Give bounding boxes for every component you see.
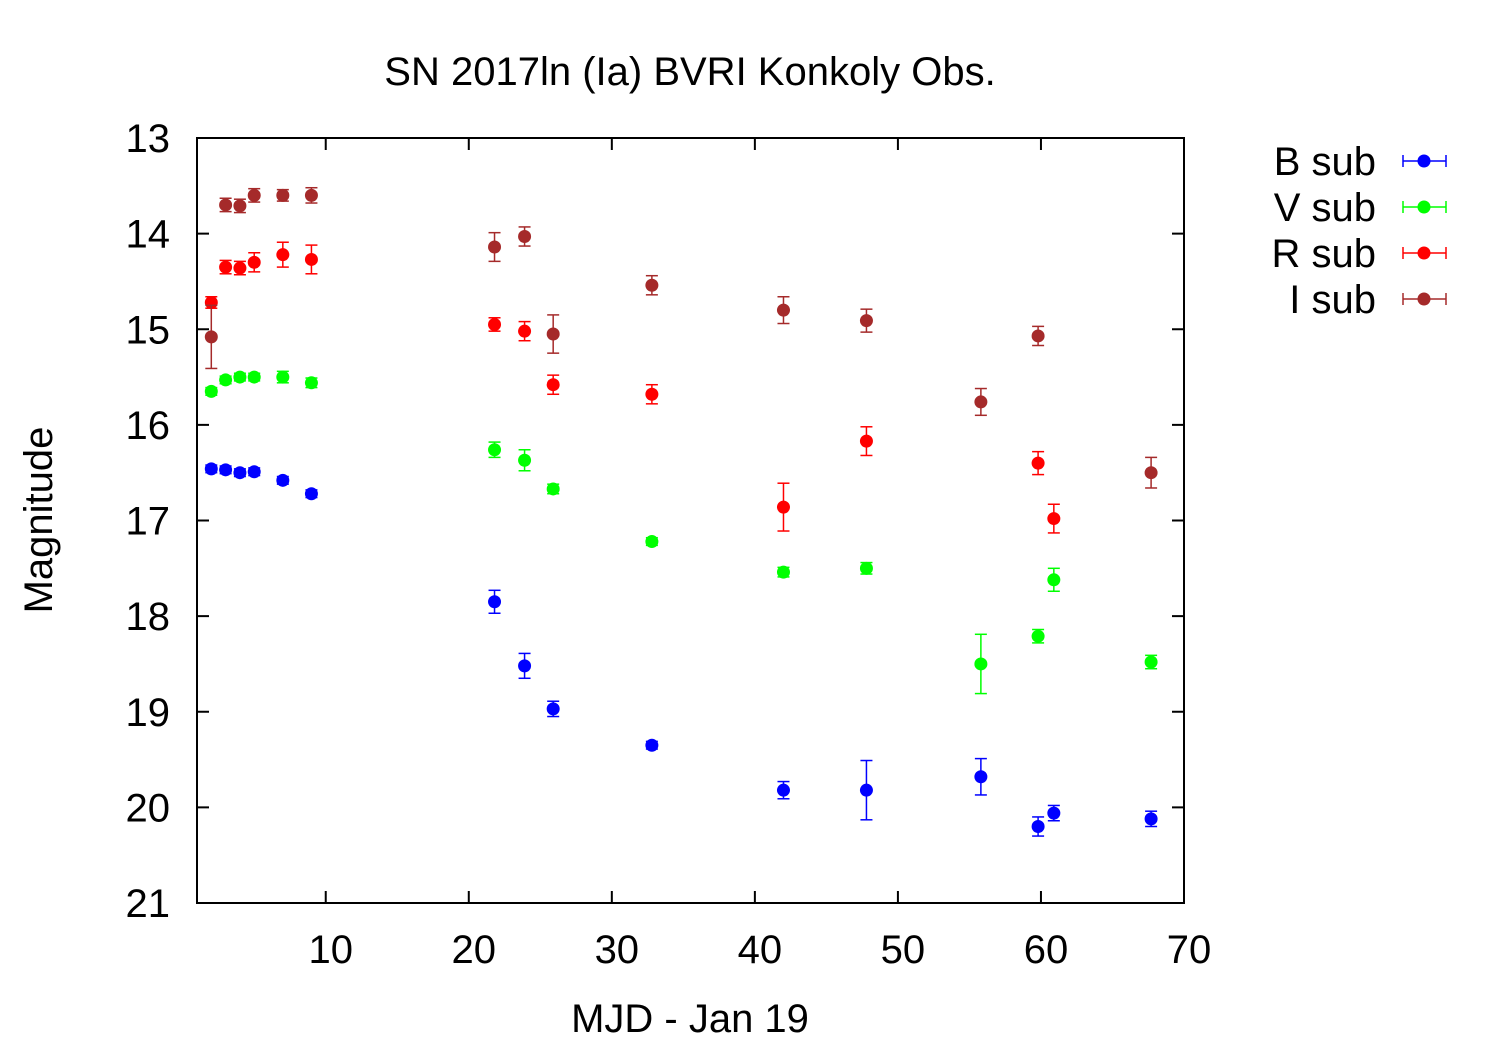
- data-point: [488, 443, 502, 457]
- data-point: [645, 535, 659, 549]
- data-point: [233, 261, 247, 275]
- data-point: [518, 659, 532, 673]
- chart-title: SN 2017ln (Ia) BVRI Konkoly Obs.: [384, 50, 995, 94]
- data-point: [219, 463, 233, 477]
- data-point: [776, 565, 790, 579]
- data-point: [233, 466, 247, 480]
- series-v-sub: [204, 370, 1158, 695]
- data-point: [1031, 456, 1045, 470]
- data-point: [645, 387, 659, 401]
- legend-label: R sub: [1272, 232, 1377, 276]
- data-point: [1047, 806, 1061, 820]
- data-point: [233, 370, 247, 384]
- data-point: [518, 453, 532, 467]
- data-point: [776, 500, 790, 514]
- legend-marker: [1417, 292, 1431, 306]
- data-point: [1047, 573, 1061, 587]
- x-tick-label: 70: [1167, 928, 1212, 972]
- axis-ticks: 10 20 30 40 50 60 70 13 14 15 16 17 18 19 20 21: [126, 117, 1212, 972]
- data-point: [219, 260, 233, 274]
- y-tick-label: 16: [126, 404, 171, 448]
- y-tick-label: 14: [126, 213, 171, 257]
- legend-marker: [1417, 154, 1431, 168]
- y-tick-label: 21: [126, 882, 171, 926]
- data-point: [304, 487, 318, 501]
- legend-marker: [1417, 246, 1431, 260]
- x-tick-label: 20: [452, 928, 497, 972]
- data-point: [233, 199, 247, 213]
- data-point: [276, 473, 290, 487]
- x-tick-label: 10: [308, 928, 353, 972]
- data-point: [974, 657, 988, 671]
- y-tick-label: 17: [126, 500, 171, 544]
- y-tick-label: 18: [126, 595, 171, 639]
- data-point: [247, 465, 261, 479]
- legend-label: V sub: [1274, 186, 1376, 230]
- y-tick-label: 13: [126, 117, 171, 161]
- data-point: [304, 188, 318, 202]
- data-point: [247, 255, 261, 269]
- y-tick-label: 19: [126, 691, 171, 735]
- x-axis-label: MJD - Jan 19: [571, 997, 809, 1041]
- data-point: [518, 324, 532, 338]
- data-point: [546, 327, 560, 341]
- data-point: [204, 330, 218, 344]
- x-tick-label: 60: [1024, 928, 1069, 972]
- legend-label: B sub: [1274, 140, 1376, 184]
- data-point: [859, 783, 873, 797]
- data-point: [546, 482, 560, 496]
- data-point: [247, 370, 261, 384]
- data-point: [546, 378, 560, 392]
- data-point: [518, 229, 532, 243]
- data-point: [276, 248, 290, 262]
- data-point: [859, 561, 873, 575]
- data-point: [776, 783, 790, 797]
- data-point: [247, 188, 261, 202]
- data-point: [488, 595, 502, 609]
- y-tick-label: 20: [126, 786, 171, 830]
- data-point: [1144, 466, 1158, 480]
- data-point: [1031, 329, 1045, 343]
- series-b-sub: [204, 462, 1158, 837]
- x-tick-label: 30: [595, 928, 640, 972]
- x-tick-label: 40: [738, 928, 783, 972]
- plot-frame: [196, 137, 1185, 904]
- data-point: [304, 252, 318, 266]
- data-point: [974, 395, 988, 409]
- data-point: [974, 770, 988, 784]
- data-point: [1144, 812, 1158, 826]
- data-point: [276, 370, 290, 384]
- data-point: [219, 198, 233, 212]
- series-r-sub: [204, 241, 1061, 534]
- data-point: [1144, 655, 1158, 669]
- legend-label: I sub: [1289, 278, 1376, 322]
- data-point: [645, 278, 659, 292]
- data-point: [304, 376, 318, 390]
- data-point: [276, 188, 290, 202]
- data-points: [204, 186, 1158, 837]
- data-point: [488, 240, 502, 254]
- data-point: [546, 702, 560, 716]
- data-point: [1031, 629, 1045, 643]
- data-point: [1031, 820, 1045, 833]
- data-point: [776, 303, 790, 317]
- data-point: [204, 462, 218, 476]
- y-tick-label: 15: [126, 308, 171, 352]
- legend-marker: [1417, 200, 1431, 214]
- data-point: [645, 738, 659, 752]
- data-point: [488, 317, 502, 331]
- series-i-sub: [204, 186, 1158, 489]
- data-point: [859, 434, 873, 448]
- data-point: [859, 314, 873, 328]
- y-axis-label: Magnitude: [17, 427, 61, 614]
- data-point: [1047, 512, 1061, 526]
- data-point: [204, 384, 218, 398]
- x-tick-label: 50: [881, 928, 926, 972]
- data-point: [219, 373, 233, 387]
